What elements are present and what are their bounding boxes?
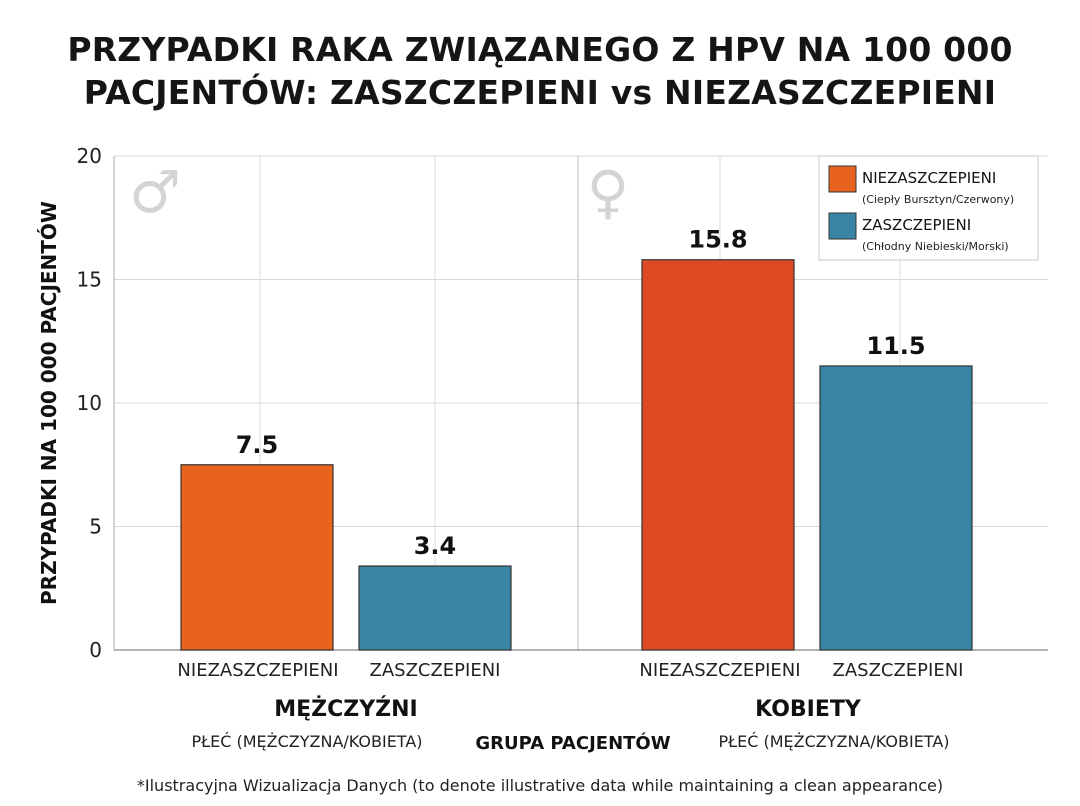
bar-value-label: 15.8	[688, 226, 747, 254]
bar-1-0	[641, 259, 795, 651]
x-category-label: NIEZASZCZEPIENI	[177, 660, 338, 681]
gender-symbol-icon: ♂	[129, 158, 181, 226]
bar-1-1	[819, 365, 973, 651]
legend-swatch	[828, 212, 857, 240]
chart-title-line-1: PRZYPADKI RAKA ZWIĄZANEGO Z HPV NA 100 0…	[67, 30, 1013, 69]
y-tick-label: 15	[77, 268, 102, 292]
chart-title-line-2: PACJENTÓW: ZASZCZEPIENI vs NIEZASZCZEPIE…	[83, 73, 997, 112]
y-axis-label: PRZYPADKI NA 100 000 PACJENTÓW	[37, 201, 61, 605]
y-tick-label: 20	[77, 144, 102, 168]
bar-0-0	[180, 464, 334, 651]
legend-sublabel: (Chłodny Niebieski/Morski)	[862, 240, 1009, 253]
bar-value-label: 7.5	[236, 431, 279, 459]
group-name-label: KOBIETY	[755, 697, 862, 722]
y-tick-label: 5	[89, 515, 102, 539]
bar-0-1	[358, 565, 512, 651]
legend-swatch	[828, 165, 857, 193]
bar-value-label: 11.5	[866, 332, 925, 360]
x-category-label: ZASZCZEPIENI	[370, 660, 501, 681]
legend-sublabel: (Ciepły Bursztyn/Czerwony)	[862, 193, 1014, 206]
x-category-label: NIEZASZCZEPIENI	[639, 660, 800, 681]
group-name-label: MĘŻCZYŹNI	[274, 696, 417, 722]
footnote: *Ilustracyjna Wizualizacja Danych (to de…	[136, 776, 944, 795]
y-tick-label: 10	[77, 391, 102, 415]
group-sublabel: PŁEĆ (MĘŻCZYZNA/KOBIETA)	[191, 732, 422, 751]
legend-label: ZASZCZEPIENI	[862, 216, 971, 234]
y-tick-label: 0	[89, 638, 102, 662]
gender-symbol-icon: ♀	[587, 158, 629, 226]
x-category-label: ZASZCZEPIENI	[833, 660, 964, 681]
x-axis-label: GRUPA PACJENTÓW	[475, 732, 670, 754]
bar-value-label: 3.4	[414, 532, 457, 560]
group-sublabel: PŁEĆ (MĘŻCZYZNA/KOBIETA)	[718, 732, 949, 751]
legend-label: NIEZASZCZEPIENI	[862, 169, 996, 187]
